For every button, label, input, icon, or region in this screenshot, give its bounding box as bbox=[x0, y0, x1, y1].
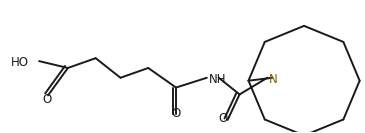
Text: N: N bbox=[269, 73, 278, 86]
Text: O: O bbox=[218, 112, 227, 125]
Text: HO: HO bbox=[11, 56, 29, 69]
Text: O: O bbox=[42, 93, 52, 106]
Text: O: O bbox=[172, 107, 181, 120]
Text: NH: NH bbox=[209, 73, 226, 86]
